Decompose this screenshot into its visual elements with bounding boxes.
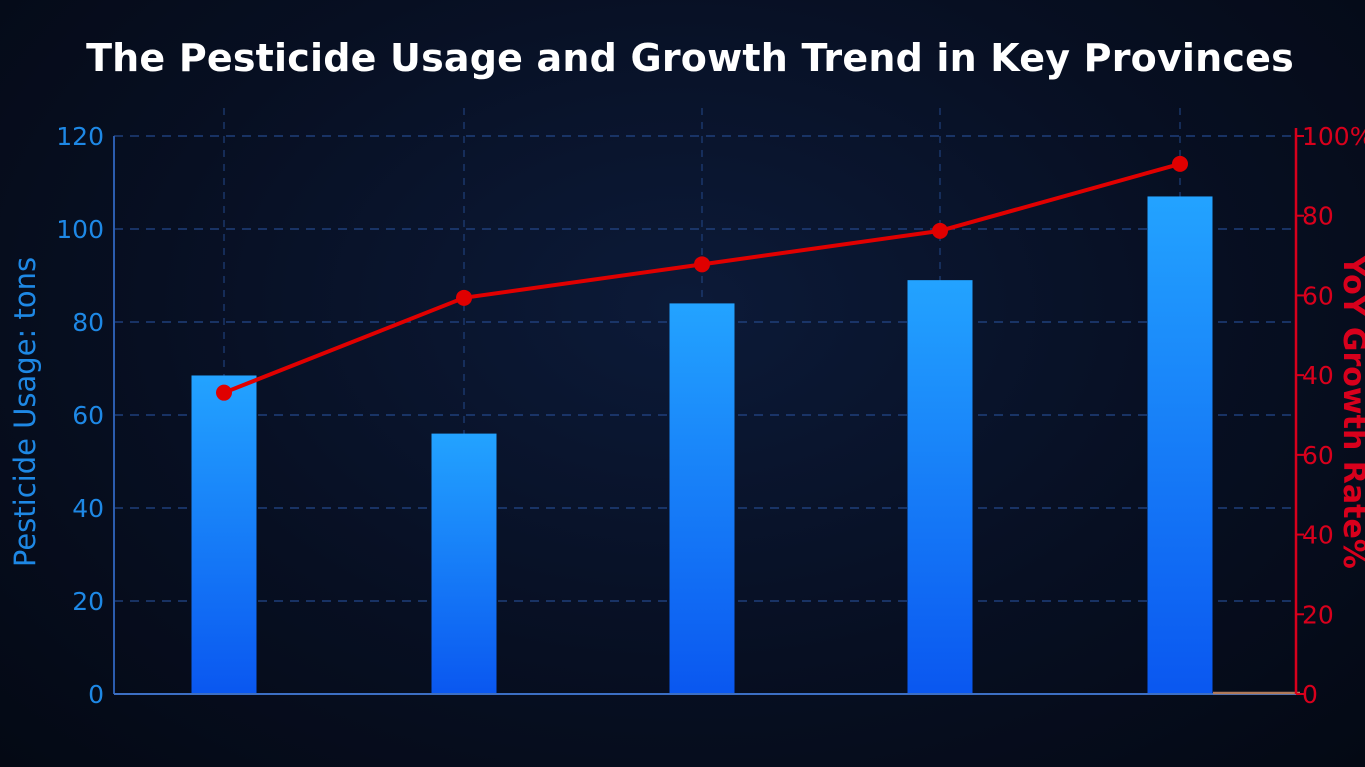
y-tick-label-right: 40 [1302,361,1334,390]
y-tick-label-right: 60 [1302,441,1334,470]
y-tick-label-left: 120 [56,122,104,151]
y-tick-label-left: 20 [72,587,104,616]
bar [669,303,735,694]
y-tick-label-right: 100% [1302,122,1365,151]
growth-point [1172,155,1188,172]
y-tick-label-left: 40 [72,494,104,523]
bar [191,375,257,694]
bar [907,280,973,694]
y-tick-label-right: 20 [1302,600,1334,629]
bar [431,433,497,694]
y-tick-label-right: 0 [1302,680,1318,709]
growth-point [932,222,948,239]
y-tick-label-right: 40 [1302,521,1334,550]
y-tick-label-right: 80 [1302,202,1334,231]
chart-title: The Pesticide Usage and Growth Trend in … [86,36,1294,80]
y-axis-title-left: Pesticide Usage: tons [8,257,42,567]
y-tick-label-left: 100 [56,215,104,244]
y-tick-label-left: 80 [72,308,104,337]
y-tick-label-left: 60 [72,401,104,430]
y-axis-title-right: YoY Growth Rate% [1336,254,1365,569]
growth-point [216,384,232,401]
bar [1147,196,1213,694]
y-tick-label-right: 60 [1302,281,1334,310]
growth-point [694,256,710,273]
y-tick-label-left: 0 [88,680,104,709]
growth-point [456,289,472,306]
